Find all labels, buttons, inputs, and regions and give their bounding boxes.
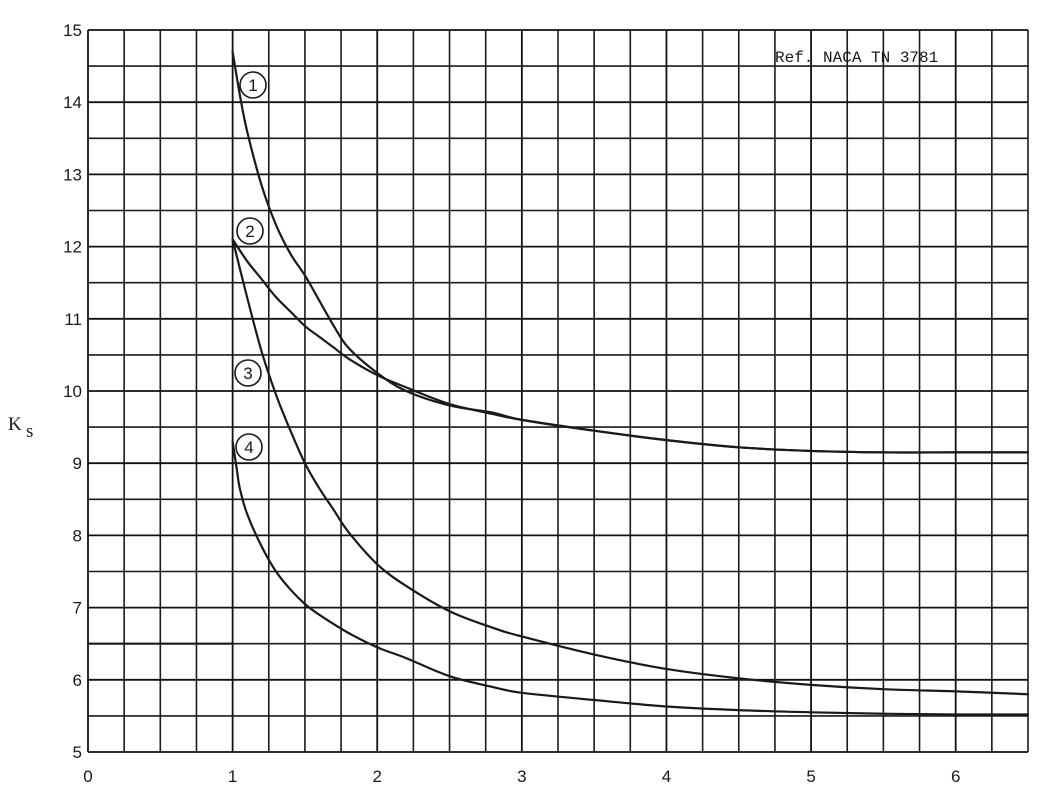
series-label-3: 3 [243,364,252,383]
x-tick-label: 6 [951,767,960,786]
x-tick-label: 0 [83,767,92,786]
series-line-2 [231,238,1030,454]
grid [87,29,1029,753]
y-tick-label: 6 [73,671,82,690]
series-label-2: 2 [245,222,254,241]
y-tick-label: 15 [63,21,82,40]
series-labels: 1 2 3 4 [234,71,267,461]
x-tick-label: 2 [372,767,381,786]
x-tick-label: 4 [662,767,671,786]
x-tick-label: 3 [517,767,526,786]
series-label-circle-1 [239,71,267,99]
y-axis-title-subscript: s [26,421,33,442]
y-axis-title: K s [8,414,33,442]
series-label-circle-4 [235,433,263,461]
x-tick-label: 1 [228,767,237,786]
y-tick-label: 10 [63,382,82,401]
y-axis-title-main: K [8,414,22,435]
y-tick-label: 12 [63,238,82,257]
y-tick-label: 9 [73,454,82,473]
y-tick-label: 7 [73,599,82,618]
series-label-1: 1 [248,76,257,95]
series-label-circle-3 [234,359,262,387]
x-tick-label: 5 [806,767,815,786]
series-line-4 [231,440,1030,716]
reference-note: Ref. NACA TN 3781 [775,49,938,67]
series-label-4: 4 [244,438,253,457]
y-tick-label: 8 [73,526,82,545]
y-tick-label: 11 [64,310,82,329]
y-tick-label: 13 [63,165,82,184]
y-tick-label: 14 [63,93,82,112]
series-line-3 [231,238,1030,696]
series-layer [231,50,1030,716]
series-label-circle-2 [236,217,264,245]
y-tick-label: 5 [73,743,82,762]
